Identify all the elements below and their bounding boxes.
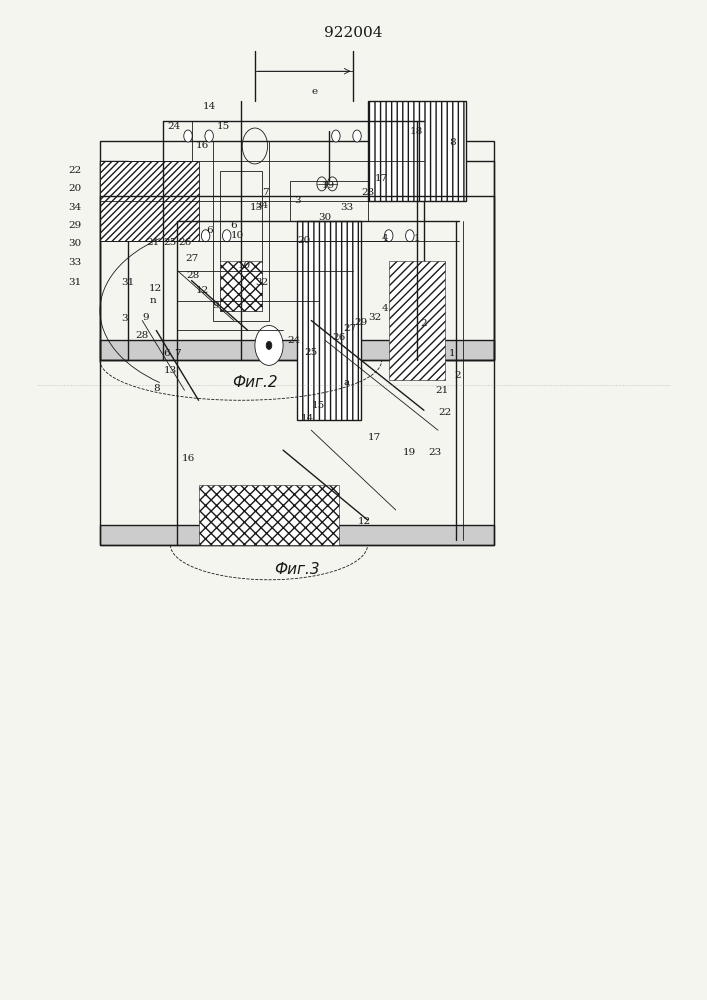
Text: 4: 4 xyxy=(382,304,389,313)
Text: 32: 32 xyxy=(368,313,381,322)
Bar xyxy=(199,485,339,545)
Text: 9: 9 xyxy=(142,313,149,322)
Circle shape xyxy=(184,130,192,142)
Bar xyxy=(220,171,262,311)
Text: 17: 17 xyxy=(375,174,388,183)
Text: 34: 34 xyxy=(69,203,82,212)
Text: 12: 12 xyxy=(195,286,209,295)
Text: 23: 23 xyxy=(428,448,441,457)
Text: 6: 6 xyxy=(230,221,237,230)
Polygon shape xyxy=(100,525,494,545)
Circle shape xyxy=(201,230,210,242)
Text: 7: 7 xyxy=(262,188,269,197)
Text: 10: 10 xyxy=(230,231,244,240)
Text: 23: 23 xyxy=(361,188,374,197)
Text: 12: 12 xyxy=(358,517,370,526)
Circle shape xyxy=(353,130,361,142)
Text: 18: 18 xyxy=(410,127,423,136)
Text: 29: 29 xyxy=(354,318,367,327)
Text: 27: 27 xyxy=(344,324,356,333)
Text: 9: 9 xyxy=(213,301,219,310)
Text: a: a xyxy=(344,378,349,387)
Circle shape xyxy=(205,130,214,142)
Text: 6: 6 xyxy=(206,226,212,235)
Text: 13: 13 xyxy=(164,366,177,375)
Circle shape xyxy=(266,341,271,349)
Text: 6: 6 xyxy=(163,349,170,358)
Text: 19: 19 xyxy=(322,181,336,190)
Text: 28: 28 xyxy=(136,331,149,340)
Text: 16: 16 xyxy=(182,454,194,463)
Text: 21: 21 xyxy=(146,238,159,247)
Bar xyxy=(100,196,494,545)
Text: 26: 26 xyxy=(178,238,191,247)
Text: 30: 30 xyxy=(319,213,332,222)
Text: 24: 24 xyxy=(287,336,300,345)
Bar xyxy=(424,161,494,360)
Text: 25: 25 xyxy=(164,238,177,247)
Text: 28: 28 xyxy=(187,271,199,280)
Text: n: n xyxy=(149,296,156,305)
Text: e: e xyxy=(312,87,318,96)
Text: 31: 31 xyxy=(69,278,82,287)
Circle shape xyxy=(385,230,393,242)
Text: 922004: 922004 xyxy=(325,26,382,40)
Bar xyxy=(389,261,445,380)
Text: 21: 21 xyxy=(435,386,448,395)
Circle shape xyxy=(332,130,340,142)
Bar xyxy=(368,101,466,201)
Text: Фиг.2: Фиг.2 xyxy=(232,375,278,390)
Bar xyxy=(297,221,361,420)
Text: 1: 1 xyxy=(449,349,455,358)
Text: 25: 25 xyxy=(305,348,318,357)
Text: 8: 8 xyxy=(449,138,455,147)
Bar xyxy=(100,161,199,241)
Text: 16: 16 xyxy=(195,141,209,150)
Text: 12: 12 xyxy=(148,284,161,293)
Text: 22: 22 xyxy=(69,166,82,175)
Text: 20: 20 xyxy=(298,236,311,245)
Text: 33: 33 xyxy=(69,258,82,267)
Text: 29: 29 xyxy=(69,221,82,230)
Text: 15: 15 xyxy=(312,401,325,410)
Circle shape xyxy=(255,325,283,365)
Text: 33: 33 xyxy=(340,203,353,212)
Text: 26: 26 xyxy=(333,333,346,342)
Text: 7: 7 xyxy=(174,349,181,358)
Bar xyxy=(290,181,368,221)
Text: 20: 20 xyxy=(69,184,82,193)
Text: 30: 30 xyxy=(69,239,82,248)
Text: Фиг.3: Фиг.3 xyxy=(274,562,320,577)
Bar xyxy=(100,141,494,360)
Text: 32: 32 xyxy=(255,278,269,287)
Text: 24: 24 xyxy=(168,122,180,131)
Text: 14: 14 xyxy=(202,102,216,111)
Text: 17: 17 xyxy=(368,433,381,442)
Text: 13: 13 xyxy=(250,203,263,212)
Text: 27: 27 xyxy=(185,254,198,263)
Text: 4: 4 xyxy=(382,234,389,243)
Text: 2: 2 xyxy=(421,319,427,328)
Text: 1: 1 xyxy=(414,234,420,243)
Text: 3: 3 xyxy=(122,314,128,323)
Bar xyxy=(100,161,128,360)
Circle shape xyxy=(223,230,231,242)
Text: 34: 34 xyxy=(255,201,269,210)
Circle shape xyxy=(406,230,414,242)
Bar xyxy=(297,221,361,420)
Text: 2: 2 xyxy=(455,371,461,380)
Bar xyxy=(368,101,466,201)
Text: 3: 3 xyxy=(294,196,300,205)
Polygon shape xyxy=(100,340,494,360)
Text: 22: 22 xyxy=(438,408,452,417)
Text: 10: 10 xyxy=(238,261,251,270)
Text: 14: 14 xyxy=(301,414,315,423)
Text: 15: 15 xyxy=(216,122,230,131)
Text: 8: 8 xyxy=(153,384,160,393)
Bar xyxy=(213,141,269,320)
Bar xyxy=(220,261,262,311)
Text: 19: 19 xyxy=(403,448,416,457)
Text: 31: 31 xyxy=(122,278,135,287)
